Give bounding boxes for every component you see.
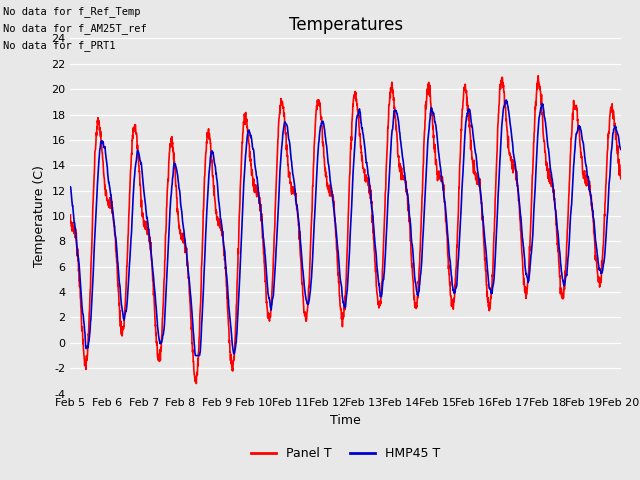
Panel T [220, 253, 228, 259]
HMP45 T [192, 353, 200, 359]
Legend: Panel T, HMP45 T: Panel T, HMP45 T [246, 443, 445, 466]
Panel T [362, 175, 369, 181]
Title: Temperatures: Temperatures [289, 16, 403, 34]
HMP45 T [506, 120, 514, 125]
Y-axis label: Temperature (C): Temperature (C) [33, 165, 45, 267]
HMP45 T [617, 146, 625, 152]
Text: No data for f_AM25T_ref: No data for f_AM25T_ref [3, 23, 147, 34]
X-axis label: Time: Time [330, 414, 361, 427]
HMP45 T [374, 270, 381, 276]
Panel T [193, 381, 200, 386]
HMP45 T [569, 183, 577, 189]
Text: No data for f_PRT1: No data for f_PRT1 [3, 40, 116, 51]
Text: VR_met: VR_met [0, 479, 1, 480]
HMP45 T [220, 246, 228, 252]
Line: Panel T: Panel T [70, 76, 621, 384]
Panel T [584, 178, 592, 184]
Line: HMP45 T: HMP45 T [70, 100, 621, 356]
Panel T [534, 73, 542, 79]
HMP45 T [584, 174, 592, 180]
HMP45 T [502, 97, 510, 103]
HMP45 T [67, 184, 74, 190]
Panel T [374, 296, 381, 301]
HMP45 T [362, 153, 369, 158]
Panel T [67, 212, 74, 218]
Panel T [506, 152, 513, 157]
Panel T [617, 176, 625, 182]
Panel T [569, 110, 577, 116]
Text: No data for f_Ref_Temp: No data for f_Ref_Temp [3, 6, 141, 17]
